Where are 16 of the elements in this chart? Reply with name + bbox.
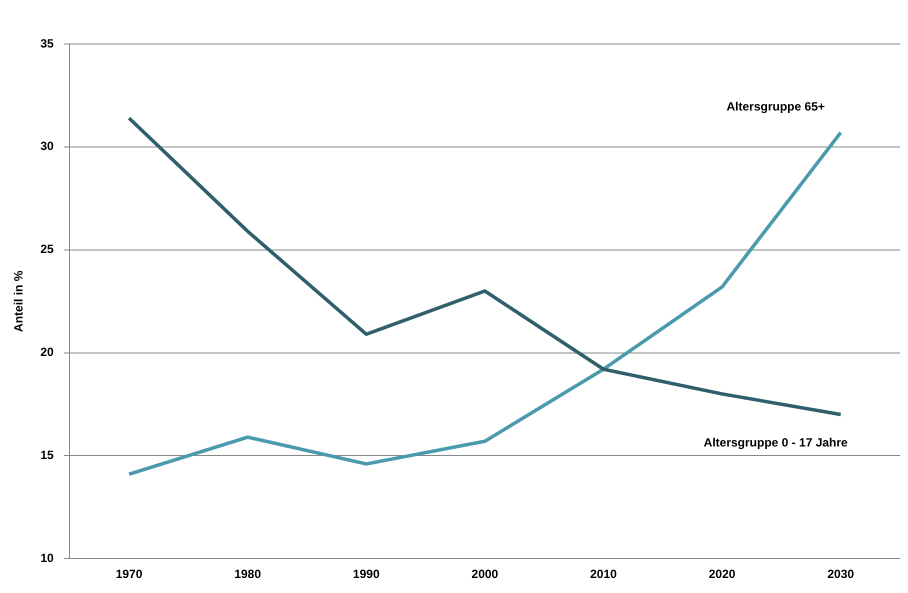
y-axis-title: Anteil in % [12, 270, 26, 332]
x-tick-label: 2020 [708, 567, 736, 582]
y-tick-label: 35 [40, 36, 54, 50]
y-tick-label: 25 [40, 242, 54, 256]
y-tick-label: 10 [40, 550, 54, 565]
y-tick-label: 20 [40, 345, 54, 360]
y-tick-label: 15 [40, 448, 54, 462]
text: Altersgruppe 65+ [726, 100, 825, 114]
x-tick-label: 1980 [234, 567, 262, 582]
x-tick-label: 2030 [827, 567, 854, 582]
x-tick-label: 1990 [352, 567, 380, 582]
series-label: Altersgruppe 0 - 17 Jahre [704, 436, 848, 450]
x-tick-label: 1970 [116, 567, 143, 582]
x-tick-label: 2010 [590, 567, 618, 582]
x-tick-label: 2000 [472, 567, 499, 582]
y-tick-label: 30 [40, 139, 54, 154]
